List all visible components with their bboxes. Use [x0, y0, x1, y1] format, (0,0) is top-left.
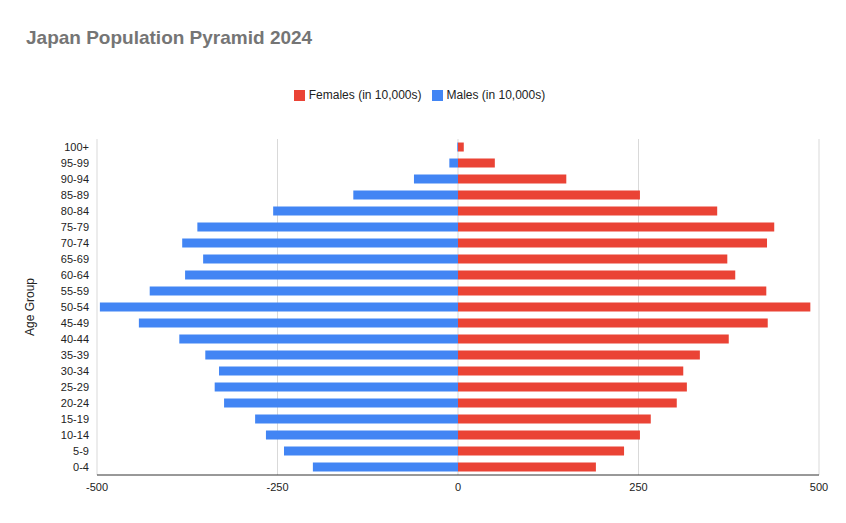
svg-text:Age Group: Age Group — [23, 278, 37, 336]
svg-text:30-34: 30-34 — [61, 365, 89, 377]
svg-text:0: 0 — [455, 481, 461, 493]
html-text:Males (in 10,000s): Males (in 10,000s) — [446, 88, 546, 102]
svg-text:100+: 100+ — [64, 141, 89, 153]
svg-text:90-94: 90-94 — [61, 173, 89, 185]
svg-text:70-74: 70-74 — [61, 237, 89, 249]
svg-text:-250: -250 — [266, 481, 288, 493]
svg-text:250: 250 — [629, 481, 647, 493]
svg-text:60-64: 60-64 — [61, 269, 89, 281]
svg-text:85-89: 85-89 — [61, 189, 89, 201]
svg-text:80-84: 80-84 — [61, 205, 89, 217]
svg-text:65-69: 65-69 — [61, 253, 89, 265]
svg-text:15-19: 15-19 — [61, 413, 89, 425]
svg-text:55-59: 55-59 — [61, 285, 89, 297]
svg-text:45-49: 45-49 — [61, 317, 89, 329]
svg-text:50-54: 50-54 — [61, 301, 89, 313]
svg-text:-500: -500 — [86, 481, 108, 493]
svg-text:25-29: 25-29 — [61, 381, 89, 393]
svg-text:40-44: 40-44 — [61, 333, 89, 345]
svg-text:20-24: 20-24 — [61, 397, 89, 409]
svg-text:95-99: 95-99 — [61, 157, 89, 169]
svg-text:0-4: 0-4 — [73, 461, 89, 473]
html-text:Females (in 10,000s): Females (in 10,000s) — [308, 88, 422, 102]
svg-text:5-9: 5-9 — [73, 445, 89, 457]
svg-text:75-79: 75-79 — [61, 221, 89, 233]
svg-text:35-39: 35-39 — [61, 349, 89, 361]
html-text:Japan Population Pyramid 2024: Japan Population Pyramid 2024 — [26, 27, 313, 48]
svg-text:500: 500 — [810, 481, 828, 493]
svg-text:10-14: 10-14 — [61, 429, 89, 441]
